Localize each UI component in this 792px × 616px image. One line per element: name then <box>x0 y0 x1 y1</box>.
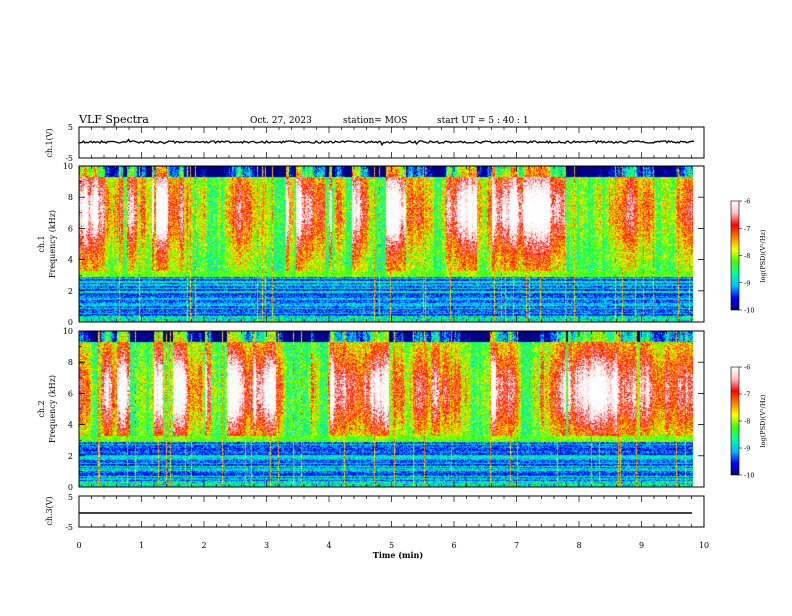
start-time-label: start UT = 5 : 40 : 1 <box>437 116 529 126</box>
ch1-waveform-ylabel: ch.1(V) <box>45 128 54 157</box>
ch1-spectrogram-panel: 0 2 4 6 8 10 ch.1 Frequency (kHz) <box>37 162 705 327</box>
ch1-colorbar: -6 -7 -8 -9 -10 log(PSD)(V²/Hz) <box>730 198 767 315</box>
x-tick-label-7: 7 <box>514 541 519 550</box>
ch3-waveform-panel: 5 -5 ch.3(V) <box>45 493 705 532</box>
ch3-ytick-top: 5 <box>68 493 73 502</box>
ch1-ytick-bottom: -5 <box>65 154 73 163</box>
x-tick-label-3: 3 <box>264 541 269 550</box>
ch2-colorbar-ticks: -6 -7 -8 -9 -10 <box>739 364 754 480</box>
ytick-label-0: 0 <box>68 318 73 327</box>
ch2-colorbar-label: log(PSD)(V²/Hz) <box>759 394 767 447</box>
ch3-waveform-ylabel: ch.3(V) <box>45 496 54 525</box>
x-tick-label-1: 1 <box>139 541 144 550</box>
ch1-spectrogram-image <box>79 166 693 322</box>
ch1-spectrogram-channel-label: ch.1 <box>37 235 46 252</box>
cb-tick-label--6: -6 <box>744 198 750 206</box>
cb-tick-label--6: -6 <box>744 364 750 372</box>
x-tick-label-9: 9 <box>639 541 644 550</box>
cb-tick-label--10: -10 <box>744 307 754 315</box>
ch1-colorbar-gradient <box>730 200 740 311</box>
x-tick-label-2: 2 <box>201 541 206 550</box>
cb-tick-label--7: -7 <box>744 225 750 233</box>
x-tick-label-0: 0 <box>76 541 81 550</box>
ch1-waveform-panel: 5 -5 ch.1(V) <box>45 123 705 163</box>
ch2-spectrogram-panel: 0 2 4 6 8 10 ch.2 Frequency (kHz) <box>37 327 705 492</box>
ytick-label-10: 10 <box>63 162 73 171</box>
ch2-spectrogram-ylabel: Frequency (kHz) <box>48 375 57 443</box>
ch1-waveform-trace <box>78 138 695 147</box>
ytick-label-2: 2 <box>68 452 73 461</box>
ch2-colorbar-gradient <box>730 366 740 476</box>
ytick-label-4: 4 <box>68 421 73 430</box>
ytick-label-6: 6 <box>68 224 73 233</box>
x-tick-label-10: 10 <box>699 541 709 550</box>
ch1-ytick-top: 5 <box>68 123 73 132</box>
ch1-spectrogram-ylabel: Frequency (kHz) <box>48 210 57 278</box>
x-tick-labels: 0 1 2 3 4 5 6 7 8 9 10 <box>76 541 709 550</box>
ch2-colorbar: -6 -7 -8 -9 -10 log(PSD)(V²/Hz) <box>730 364 767 480</box>
x-tick-label-4: 4 <box>326 541 331 550</box>
ytick-label-8: 8 <box>68 358 73 367</box>
ytick-label-6: 6 <box>68 389 73 398</box>
station-label: station= MOS <box>343 116 407 126</box>
ch2-spectrogram-channel-label: ch.2 <box>37 400 46 417</box>
ch1-colorbar-label: log(PSD)(V²/Hz) <box>759 229 767 282</box>
x-ticks <box>78 127 705 527</box>
cb-tick-label--9: -9 <box>744 445 750 453</box>
x-tick-label-8: 8 <box>576 541 581 550</box>
x-tick-label-6: 6 <box>451 541 456 550</box>
figure-title: VLF Spectra <box>78 113 149 126</box>
ch1-colorbar-ticks: -6 -7 -8 -9 -10 <box>739 198 754 315</box>
ytick-label-2: 2 <box>68 287 73 296</box>
cb-tick-label--7: -7 <box>744 391 750 399</box>
x-axis-label: Time (min) <box>373 550 423 560</box>
ch2-spectrogram-yticks: 0 2 4 6 8 10 <box>63 327 704 492</box>
ytick-label-8: 8 <box>68 193 73 202</box>
ch1-waveform-path <box>78 138 695 147</box>
cb-tick-label--8: -8 <box>744 418 750 426</box>
cb-tick-label--8: -8 <box>744 252 750 260</box>
ytick-label-0: 0 <box>68 483 73 492</box>
ytick-label-10: 10 <box>63 327 73 336</box>
x-tick-label-5: 5 <box>389 541 394 550</box>
cb-tick-label--9: -9 <box>744 279 750 287</box>
ch3-ytick-bottom: -5 <box>65 523 73 532</box>
ch1-spectrogram-yticks: 0 2 4 6 8 10 <box>63 162 704 327</box>
date-label: Oct. 27, 2023 <box>250 116 312 126</box>
ytick-label-4: 4 <box>68 256 73 265</box>
cb-tick-label--10: -10 <box>744 472 754 480</box>
ch2-spectrogram-image <box>79 331 693 487</box>
